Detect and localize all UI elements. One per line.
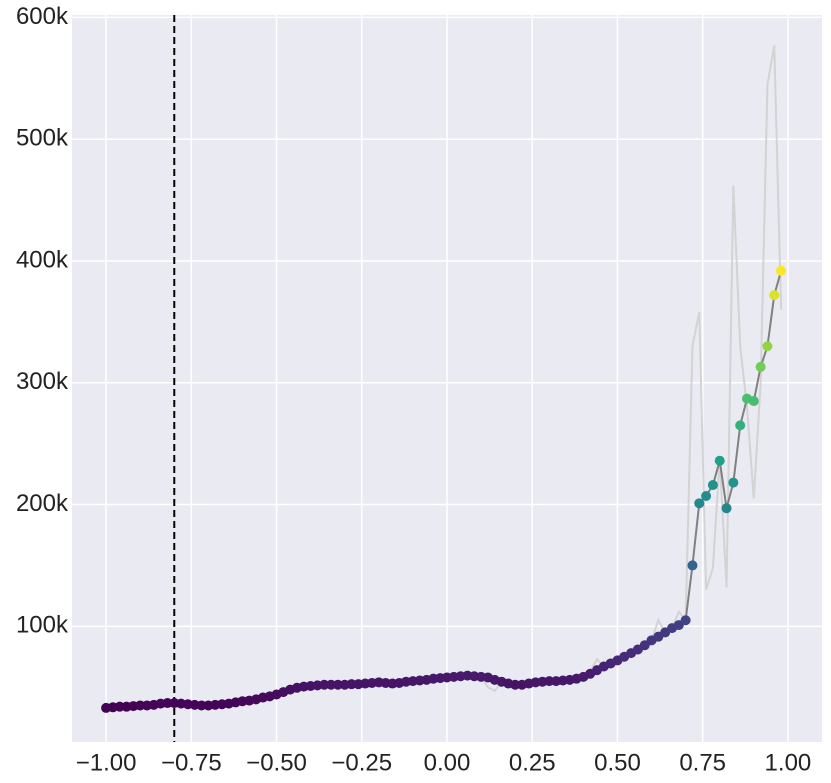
point — [714, 455, 725, 466]
point — [776, 265, 787, 276]
y-tick-label: 400k — [16, 246, 69, 273]
point — [721, 503, 732, 514]
point — [701, 491, 712, 502]
y-tick-label: 500k — [16, 125, 69, 152]
x-tick-label: 0.25 — [509, 749, 556, 776]
x-tick-label: −0.25 — [331, 749, 392, 776]
point — [769, 290, 780, 301]
point — [687, 560, 698, 571]
x-tick-label: −1.00 — [76, 749, 137, 776]
point — [680, 615, 691, 626]
x-tick-label: 0.00 — [424, 749, 471, 776]
point — [728, 477, 739, 488]
point — [755, 361, 766, 372]
point — [762, 341, 773, 352]
x-tick-label: 0.50 — [594, 749, 641, 776]
x-tick-label: 0.75 — [679, 749, 726, 776]
x-tick-label: −0.75 — [161, 749, 222, 776]
point — [694, 498, 705, 509]
y-tick-label: 600k — [16, 3, 69, 30]
y-tick-label: 200k — [16, 490, 69, 517]
point — [707, 480, 718, 491]
x-tick-label: 1.00 — [765, 749, 812, 776]
point — [748, 396, 759, 407]
y-tick-label: 100k — [16, 612, 69, 639]
point — [735, 420, 746, 431]
y-tick-label: 300k — [16, 368, 69, 395]
x-tick-label: −0.50 — [246, 749, 307, 776]
